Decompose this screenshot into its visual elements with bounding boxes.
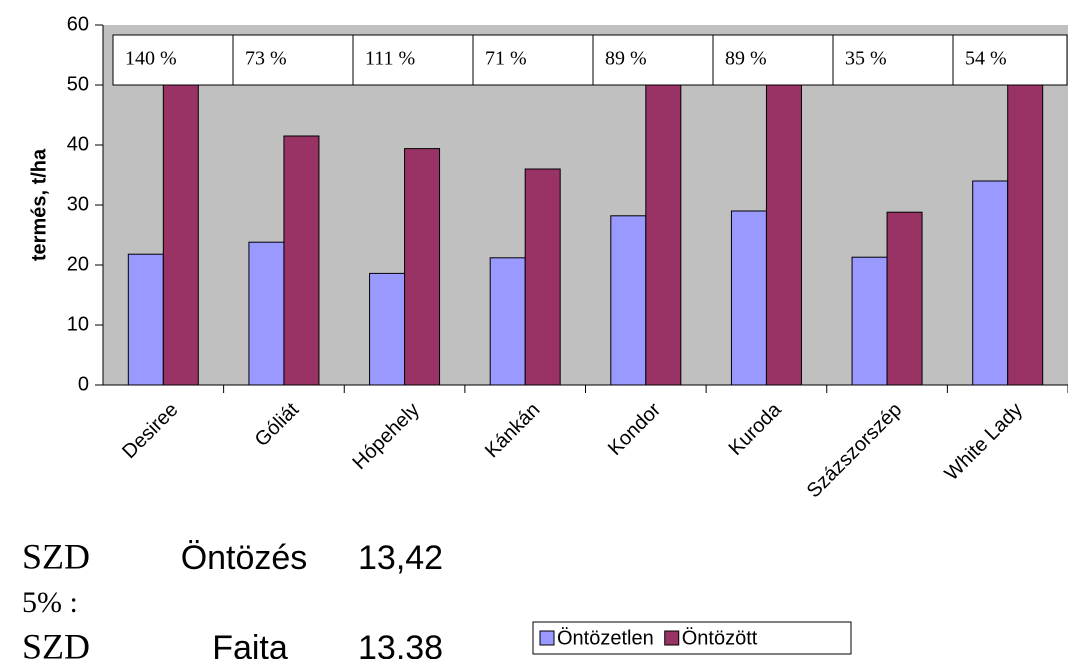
y-tick-label: 10 xyxy=(67,313,89,335)
legend-label: Öntözött xyxy=(682,627,758,649)
legend-label: Öntözetlen xyxy=(557,627,654,649)
y-tick-label: 50 xyxy=(67,73,89,95)
bar xyxy=(886,211,923,386)
bar xyxy=(972,180,1009,386)
x-tick-label: Kondor xyxy=(604,398,665,459)
increase-label: 73 % xyxy=(245,48,287,70)
y-axis-label: termés, t/ha xyxy=(28,148,50,261)
note-label: SZD xyxy=(22,626,90,659)
label-box xyxy=(232,34,354,86)
label-box xyxy=(712,34,834,86)
increase-label: 89 % xyxy=(725,48,767,70)
bar xyxy=(248,241,285,386)
y-tick-label: 60 xyxy=(67,13,89,35)
label-box xyxy=(952,34,1068,86)
increase-label: 54 % xyxy=(965,48,1007,70)
x-tick-label: Hópehely xyxy=(349,399,424,474)
y-tick-label: 20 xyxy=(67,253,89,275)
bar xyxy=(610,215,647,386)
note-label: 5% : xyxy=(22,586,78,619)
increase-label: 71 % xyxy=(485,48,527,70)
bar xyxy=(127,253,164,386)
y-tick-label: 40 xyxy=(67,133,89,155)
x-tick-label: Kánkán xyxy=(481,399,545,463)
legend-swatch xyxy=(664,630,680,646)
x-tick-label: Kuroda xyxy=(725,398,787,460)
bar xyxy=(283,135,320,386)
increase-label: 89 % xyxy=(605,48,647,70)
note-value: 13,38 xyxy=(358,629,443,659)
note-factor: Fajta xyxy=(212,629,288,659)
x-tick-label: Százszorszép xyxy=(803,399,907,503)
bar xyxy=(524,168,561,386)
label-box xyxy=(352,34,474,86)
increase-label: 111 % xyxy=(365,48,415,70)
x-tick-label: Góliát xyxy=(251,398,304,451)
note-value: 13,42 xyxy=(358,539,443,577)
bar xyxy=(162,70,199,386)
bar xyxy=(489,257,526,386)
legend-swatch xyxy=(539,630,555,646)
x-tick-label: Desiree xyxy=(118,399,182,463)
legend-box xyxy=(532,621,852,655)
bar xyxy=(851,256,888,386)
y-tick-label: 0 xyxy=(78,373,89,395)
label-box xyxy=(832,34,954,86)
bar xyxy=(404,148,441,386)
y-tick-label: 30 xyxy=(67,193,89,215)
note-label: SZD xyxy=(22,536,90,576)
label-box xyxy=(112,34,234,86)
bar xyxy=(765,55,802,386)
bar xyxy=(369,272,406,386)
x-tick-label: White Lady xyxy=(941,399,1027,485)
increase-label: 35 % xyxy=(845,48,887,70)
bar xyxy=(1007,70,1044,386)
note-factor: Öntözés xyxy=(181,539,308,577)
increase-label: 140 % xyxy=(125,48,177,70)
bar xyxy=(645,64,682,386)
bar xyxy=(730,210,767,386)
